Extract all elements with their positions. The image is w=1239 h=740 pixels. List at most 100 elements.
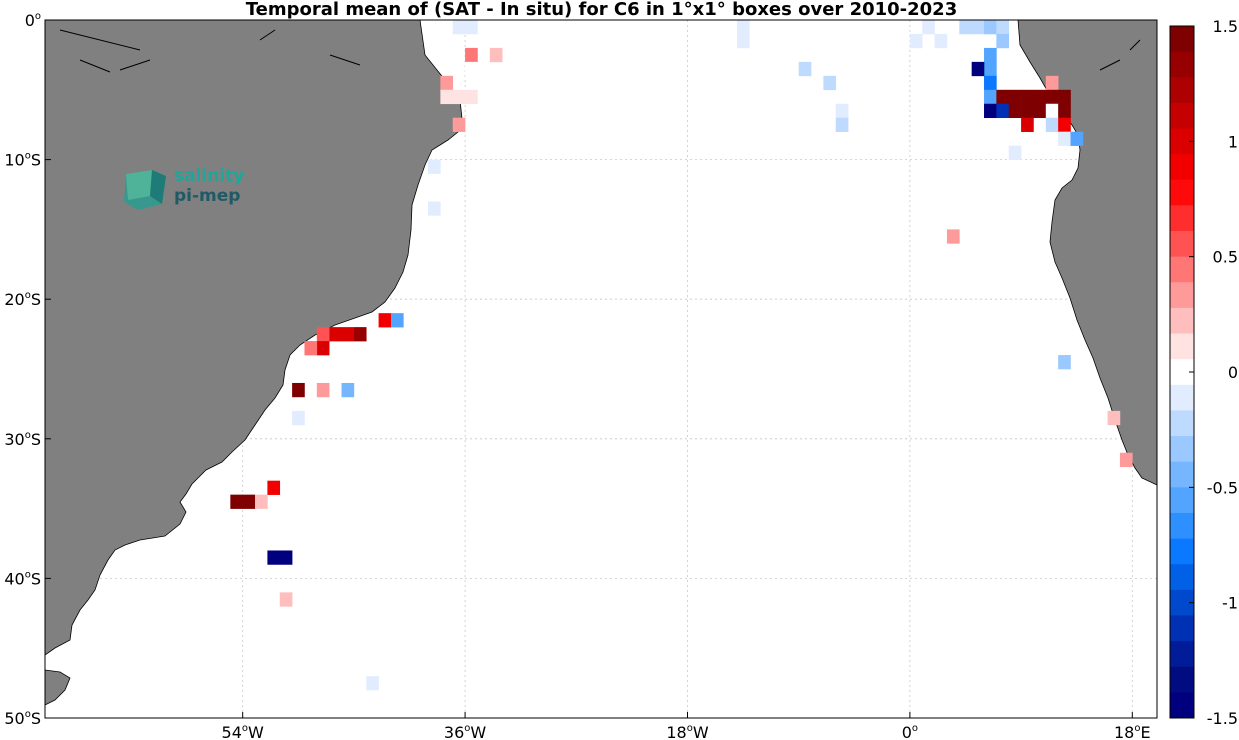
y-tick-label: 20oS [4, 290, 41, 309]
data-cell [316, 341, 330, 356]
data-cell [304, 341, 318, 356]
colorbar: 1.5 1 0.5 0 -0.5 -1 -1.5 [1169, 17, 1238, 728]
data-cell [465, 47, 478, 63]
coastline-detail [59, 29, 1141, 73]
colorbar-segment [1170, 179, 1194, 206]
data-cell [835, 117, 849, 132]
colorbar-segment [1170, 256, 1194, 283]
data-cell [316, 382, 330, 398]
data-cell [267, 480, 281, 495]
colorbar-segment [1170, 333, 1194, 360]
data-cell [1058, 355, 1071, 370]
colorbar-segment [1170, 487, 1194, 514]
data-cell [452, 117, 466, 132]
data-cell [1045, 89, 1059, 105]
data-cell [279, 550, 293, 565]
data-cell [1033, 103, 1047, 119]
colorbar-segment [1170, 410, 1194, 437]
colorbar-segment [1170, 231, 1194, 258]
data-cell [292, 382, 305, 398]
data-cell [1033, 89, 1047, 105]
data-cell [353, 327, 367, 342]
logo-cube-icon [124, 170, 166, 210]
y-tick-label: 30oS [4, 430, 41, 449]
data-cell [1008, 103, 1022, 119]
colorbar-segment [1170, 461, 1194, 488]
data-cell [971, 20, 985, 35]
data-cell [959, 20, 972, 35]
colorbar-segment [1170, 154, 1194, 181]
colorbar-segment [1170, 282, 1194, 309]
colorbar-tick-label: 1.5 [1213, 17, 1238, 36]
colorbar-segment [1170, 384, 1194, 411]
data-cell [1021, 103, 1034, 119]
data-cell [366, 676, 379, 691]
data-cell [1008, 89, 1022, 105]
data-cell [452, 20, 466, 35]
data-cell [440, 89, 454, 105]
colorbar-segment [1170, 102, 1194, 129]
y-tick-label: 0o [25, 11, 41, 30]
data-cell [736, 33, 750, 49]
data-cell [1045, 75, 1059, 91]
data-cell [341, 382, 355, 398]
data-cell [934, 33, 948, 49]
colorbar-tick-label: -1 [1222, 594, 1238, 613]
x-tick-label: 54oW [222, 723, 264, 740]
x-axis: 54oW 36oW 18oW 0o 18oE [222, 712, 1151, 740]
data-cell [1107, 410, 1121, 426]
colorbar-tick-label: 0 [1228, 363, 1238, 382]
data-cell [1045, 103, 1059, 119]
data-cell [428, 159, 441, 174]
data-cell [996, 33, 1010, 49]
data-cell [909, 33, 923, 49]
colorbar-segment [1170, 205, 1194, 232]
data-cell [341, 327, 355, 342]
colorbar-segment [1170, 615, 1194, 642]
data-cell [823, 75, 837, 91]
data-cell [242, 494, 256, 509]
x-tick-label: 36oW [444, 723, 486, 740]
x-tick-label: 18oE [1114, 723, 1151, 740]
logo-text-salinity: salinity [174, 166, 245, 186]
data-cell [1045, 117, 1059, 132]
data-cell [835, 103, 849, 119]
data-cell [984, 89, 997, 105]
colorbar-segment [1170, 666, 1194, 693]
colorbar-tick-label: -1.5 [1207, 709, 1238, 728]
data-cell [465, 89, 478, 105]
data-cell [1021, 89, 1034, 105]
colorbar-segment [1170, 51, 1194, 78]
data-cell [971, 61, 985, 77]
colorbar-tick-label: 1 [1228, 132, 1238, 151]
data-cell [267, 550, 281, 565]
colorbar-segment [1170, 77, 1194, 104]
data-cell [946, 229, 960, 244]
y-tick-label: 10oS [4, 151, 41, 170]
data-cell [984, 103, 997, 119]
colorbar-segment [1170, 436, 1194, 463]
colorbar-segment [1170, 307, 1194, 334]
colorbar-segment [1170, 564, 1194, 591]
data-cell [736, 20, 750, 35]
x-tick-label: 0o [902, 723, 918, 740]
data-cell [279, 592, 293, 607]
data-cell [489, 47, 503, 63]
colorbar-segment [1170, 641, 1194, 668]
y-axis: 0o 10oS 20oS 30oS 40oS 50oS [4, 11, 51, 728]
data-cell [984, 61, 997, 77]
data-cell [1058, 131, 1071, 146]
colorbar-segment [1170, 538, 1194, 565]
data-cell [996, 89, 1010, 105]
data-cell [465, 20, 478, 35]
data-cell [996, 103, 1010, 119]
data-cell [378, 313, 392, 328]
salinity-pi-mep-logo: salinity pi-mep [122, 166, 262, 214]
data-cell [390, 313, 404, 328]
x-tick-label: 18oW [666, 723, 708, 740]
data-cells [230, 20, 1133, 691]
data-cell [440, 75, 454, 91]
data-cell [1070, 131, 1084, 146]
colorbar-segment [1170, 512, 1194, 539]
